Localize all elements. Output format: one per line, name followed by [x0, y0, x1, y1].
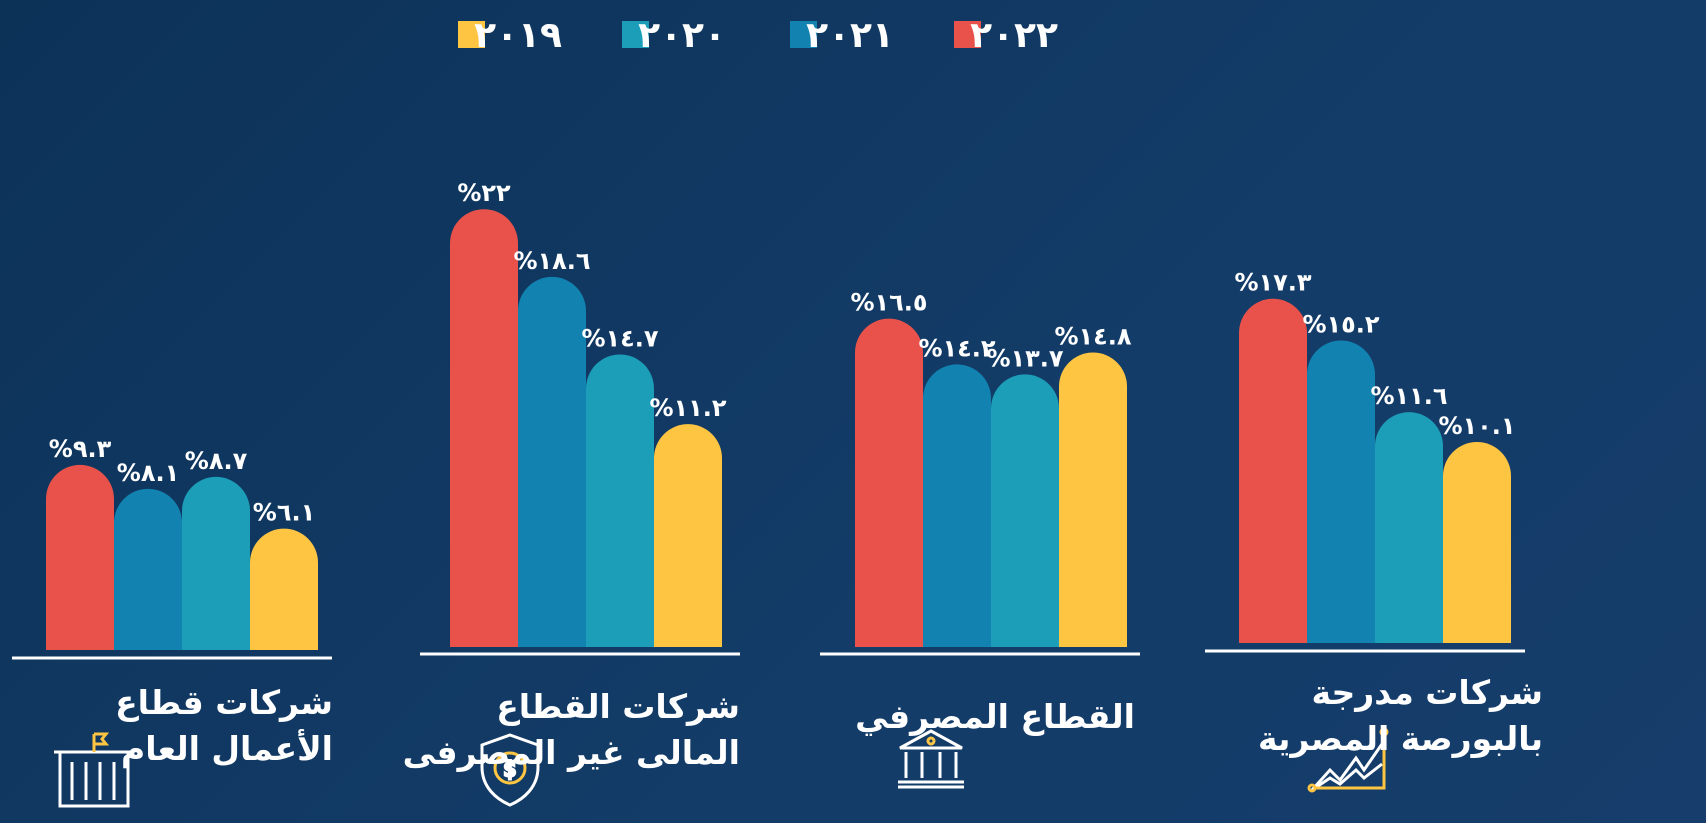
value-label: %٢٢: [457, 179, 511, 207]
value-label: %٨.١: [117, 459, 179, 487]
category-label: شركات مدرجة بالبورصة المصرية: [1258, 673, 1543, 758]
bar: [46, 464, 114, 650]
legend-swatch: [458, 21, 485, 48]
value-label: %٩.٣: [49, 435, 112, 463]
value-label: %١٥.٢: [1302, 311, 1379, 339]
bar: [855, 318, 923, 647]
bar: [114, 488, 182, 650]
legend-label: ٢٠٢١: [806, 15, 894, 56]
value-label: %١١.٦: [1370, 382, 1447, 410]
bar: [586, 354, 654, 647]
value-label: %١٤.٨: [1054, 322, 1131, 350]
bank-icon: [898, 729, 964, 789]
bar: [1307, 340, 1375, 643]
stock-icon: [1307, 727, 1389, 793]
bar: [654, 424, 722, 647]
legend-swatch: [954, 21, 981, 48]
value-label: %١٨.٦: [513, 247, 590, 275]
category-label: القطاع المصرفي: [855, 697, 1135, 736]
category-label: شركات القطاع المالى غير المصرفى: [402, 687, 740, 772]
legend-label: ٢٠٢٢: [970, 15, 1058, 56]
bar: [1443, 442, 1511, 643]
legend-label: ٢٠١٩: [474, 15, 562, 56]
value-label: %١٠.١: [1438, 412, 1515, 440]
bar: [250, 528, 318, 650]
bar: [923, 364, 991, 647]
value-label: %١٤.٢: [918, 334, 995, 362]
value-label: %٨.٧: [185, 447, 248, 475]
value-label: %١٤.٧: [581, 324, 658, 352]
legend-swatch: [790, 21, 817, 48]
legend-label: ٢٠٢٠: [638, 15, 726, 56]
bar: [991, 374, 1059, 647]
public-sector-icon: [54, 732, 134, 808]
finance-icon: $: [480, 733, 540, 807]
svg-text:$: $: [504, 757, 517, 781]
value-label: %١١.٢: [649, 394, 726, 422]
legend-swatch: [622, 21, 649, 48]
bar: [1239, 298, 1307, 643]
value-label: %١٣.٧: [986, 344, 1063, 372]
category-label: شركات قطاع الأعمال العام: [115, 683, 333, 768]
bar: [518, 276, 586, 647]
bar: [182, 476, 250, 650]
bar: [1059, 352, 1127, 647]
value-label: %٦.١: [253, 499, 315, 527]
value-label: %١٧.٣: [1234, 269, 1311, 297]
value-label: %١٦.٥: [850, 289, 927, 317]
bar: [450, 209, 518, 647]
icons: $: [54, 727, 1389, 808]
bar: [1375, 412, 1443, 643]
